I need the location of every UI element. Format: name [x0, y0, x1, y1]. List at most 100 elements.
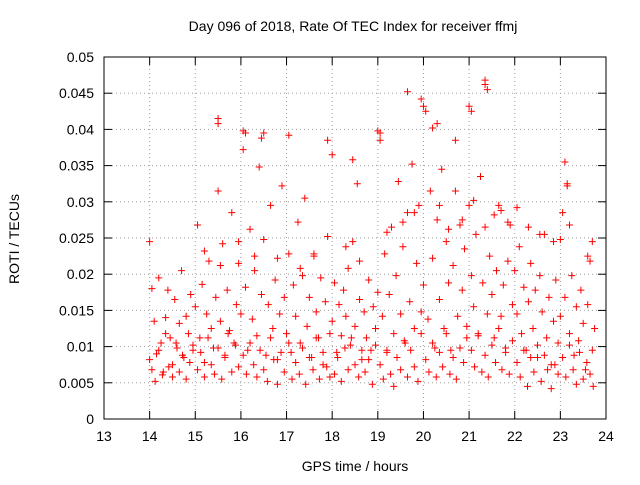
data-point: [264, 301, 272, 309]
data-point: [579, 319, 587, 327]
data-point: [399, 243, 407, 251]
y-tick-label: 0.05: [67, 49, 94, 65]
data-point: [529, 325, 537, 332]
data-point: [499, 281, 507, 289]
data-point: [478, 368, 486, 376]
data-point: [344, 264, 352, 272]
data-point: [165, 363, 173, 371]
data-point: [446, 370, 454, 378]
data-point: [456, 221, 464, 229]
data-point: [342, 312, 350, 320]
data-point: [326, 373, 334, 381]
data-point: [246, 339, 254, 347]
axis-ticks: 13 14 15 16 17 18 19 20 21 22 23 24 0 0.005 0.01 0.015 0…: [59, 49, 614, 444]
data-point: [481, 223, 489, 231]
data-point: [270, 356, 278, 364]
data-point: [285, 250, 293, 258]
data-point: [207, 361, 215, 369]
data-point: [413, 259, 421, 267]
data-point: [442, 330, 450, 338]
data-point: [536, 230, 544, 238]
data-point: [235, 259, 243, 267]
data-point: [237, 310, 245, 318]
y-tick-label: 0.035: [59, 158, 94, 174]
data-point: [516, 373, 524, 381]
data-point: [214, 120, 222, 128]
data-point: [518, 330, 526, 338]
data-point: [559, 209, 567, 217]
x-tick-label: 19: [370, 428, 386, 444]
data-point: [295, 370, 303, 378]
x-tick-label: 22: [507, 428, 523, 444]
data-point: [588, 346, 596, 354]
data-point: [368, 380, 376, 388]
data-point: [433, 216, 441, 224]
data-point: [292, 359, 300, 367]
data-point: [410, 363, 418, 371]
data-point: [198, 280, 206, 288]
data-point: [536, 272, 544, 280]
data-point: [317, 274, 325, 282]
data-point: [260, 129, 268, 137]
data-point: [397, 366, 405, 374]
x-tick-label: 16: [233, 428, 249, 444]
data-point: [148, 366, 156, 374]
data-point: [205, 257, 213, 265]
data-point: [387, 370, 395, 378]
x-tick-label: 15: [187, 428, 203, 444]
data-point: [454, 312, 462, 320]
data-point: [351, 322, 359, 330]
data-point: [383, 348, 391, 356]
data-point: [204, 334, 212, 342]
data-point: [189, 341, 197, 349]
data-point: [561, 293, 569, 301]
data-point: [538, 308, 546, 316]
data-point: [445, 225, 453, 233]
data-point: [426, 187, 434, 195]
data-point: [321, 298, 329, 306]
data-point: [173, 344, 181, 352]
data-point: [433, 120, 441, 128]
data-point: [155, 274, 163, 282]
data-point: [394, 178, 402, 186]
data-point: [504, 257, 512, 265]
data-point: [346, 341, 354, 349]
data-point: [242, 370, 250, 378]
data-point: [383, 228, 391, 236]
data-point: [257, 134, 265, 142]
data-point: [369, 303, 377, 311]
data-point: [263, 377, 271, 385]
data-point: [182, 375, 190, 383]
data-point: [463, 322, 471, 330]
data-point: [267, 201, 275, 209]
data-point: [335, 301, 343, 309]
data-point: [511, 267, 519, 275]
data-point: [200, 373, 208, 381]
x-tick-label: 13: [96, 428, 112, 444]
data-point: [451, 187, 459, 195]
data-point: [435, 348, 443, 356]
data-point: [483, 310, 491, 318]
data-point: [372, 341, 380, 349]
data-point: [417, 308, 425, 316]
data-point: [319, 348, 327, 356]
data-point: [328, 151, 336, 159]
data-point: [524, 382, 532, 390]
data-point: [310, 250, 318, 258]
data-point: [505, 370, 513, 378]
data-point: [442, 238, 450, 246]
data-point: [492, 267, 500, 275]
data-point: [358, 356, 366, 364]
data-point: [312, 308, 320, 316]
data-point: [440, 325, 448, 332]
data-point: [465, 102, 473, 110]
data-point: [492, 359, 500, 367]
data-point: [545, 293, 553, 301]
data-point: [400, 337, 408, 345]
data-point: [577, 286, 585, 294]
data-point: [534, 341, 542, 349]
data-point: [568, 272, 576, 280]
data-point: [324, 233, 332, 241]
data-point: [403, 88, 411, 96]
